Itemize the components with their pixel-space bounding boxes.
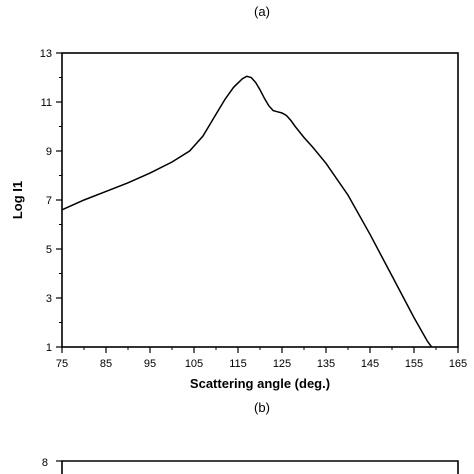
y-tick-label: 13 [40, 48, 52, 60]
x-tick-label: 85 [100, 358, 112, 370]
x-tick-label: 165 [449, 358, 467, 370]
x-tick-labels: 75 85 95 105 115 125 135 145 155 165 [56, 358, 467, 370]
x-tick-label: 145 [361, 358, 379, 370]
y-tick-label: 9 [46, 146, 52, 158]
y-tick-label: 5 [46, 244, 52, 256]
x-axis-label: Scattering angle (deg.) [190, 376, 330, 391]
plot-frame [61, 52, 459, 348]
y-tick-label: 7 [46, 195, 52, 207]
y-tick-label: 3 [46, 293, 52, 305]
x-tick-label: 75 [56, 358, 68, 370]
panel-b-y-tick-label: 8 [42, 457, 48, 469]
intensity-curve [61, 75, 433, 348]
y-tick-label: 11 [41, 97, 52, 109]
panel-b-label: (b) [254, 400, 270, 415]
x-tick-label: 95 [144, 358, 156, 370]
panel-a-label: (a) [254, 4, 270, 19]
x-tick-label: 115 [229, 358, 247, 370]
y-tick-label: 1 [46, 342, 52, 354]
axis-ticks [56, 52, 459, 353]
x-tick-label: 125 [273, 358, 291, 370]
panel-b-frame [61, 460, 459, 474]
x-tick-label: 155 [405, 358, 423, 370]
x-tick-label: 105 [185, 358, 203, 370]
x-tick-label: 135 [317, 358, 335, 370]
y-axis-label: Log I1 [10, 181, 25, 219]
